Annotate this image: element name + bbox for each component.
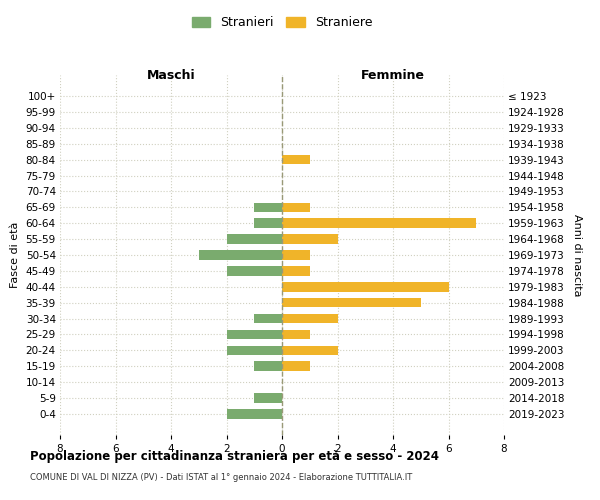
Y-axis label: Fasce di età: Fasce di età bbox=[10, 222, 20, 288]
Bar bbox=[282, 218, 476, 228]
Y-axis label: Anni di nascita: Anni di nascita bbox=[572, 214, 581, 296]
Bar bbox=[282, 346, 337, 355]
Bar bbox=[282, 250, 310, 260]
Bar bbox=[282, 266, 310, 276]
Bar bbox=[254, 393, 282, 402]
Bar bbox=[227, 346, 282, 355]
Bar bbox=[227, 330, 282, 339]
Text: Femmine: Femmine bbox=[361, 69, 425, 82]
Bar bbox=[254, 218, 282, 228]
Bar bbox=[227, 409, 282, 418]
Bar bbox=[199, 250, 282, 260]
Text: COMUNE DI VAL DI NIZZA (PV) - Dati ISTAT al 1° gennaio 2024 - Elaborazione TUTTI: COMUNE DI VAL DI NIZZA (PV) - Dati ISTAT… bbox=[30, 472, 412, 482]
Text: Popolazione per cittadinanza straniera per età e sesso - 2024: Popolazione per cittadinanza straniera p… bbox=[30, 450, 439, 463]
Bar bbox=[282, 298, 421, 308]
Bar bbox=[254, 202, 282, 212]
Bar bbox=[254, 362, 282, 371]
Legend: Stranieri, Straniere: Stranieri, Straniere bbox=[187, 11, 377, 34]
Bar bbox=[282, 282, 449, 292]
Bar bbox=[282, 330, 310, 339]
Text: Maschi: Maschi bbox=[146, 69, 196, 82]
Bar bbox=[282, 362, 310, 371]
Bar bbox=[282, 202, 310, 212]
Bar bbox=[227, 234, 282, 244]
Bar bbox=[282, 314, 337, 324]
Bar bbox=[254, 314, 282, 324]
Bar bbox=[282, 155, 310, 164]
Bar bbox=[227, 266, 282, 276]
Bar bbox=[282, 234, 337, 244]
